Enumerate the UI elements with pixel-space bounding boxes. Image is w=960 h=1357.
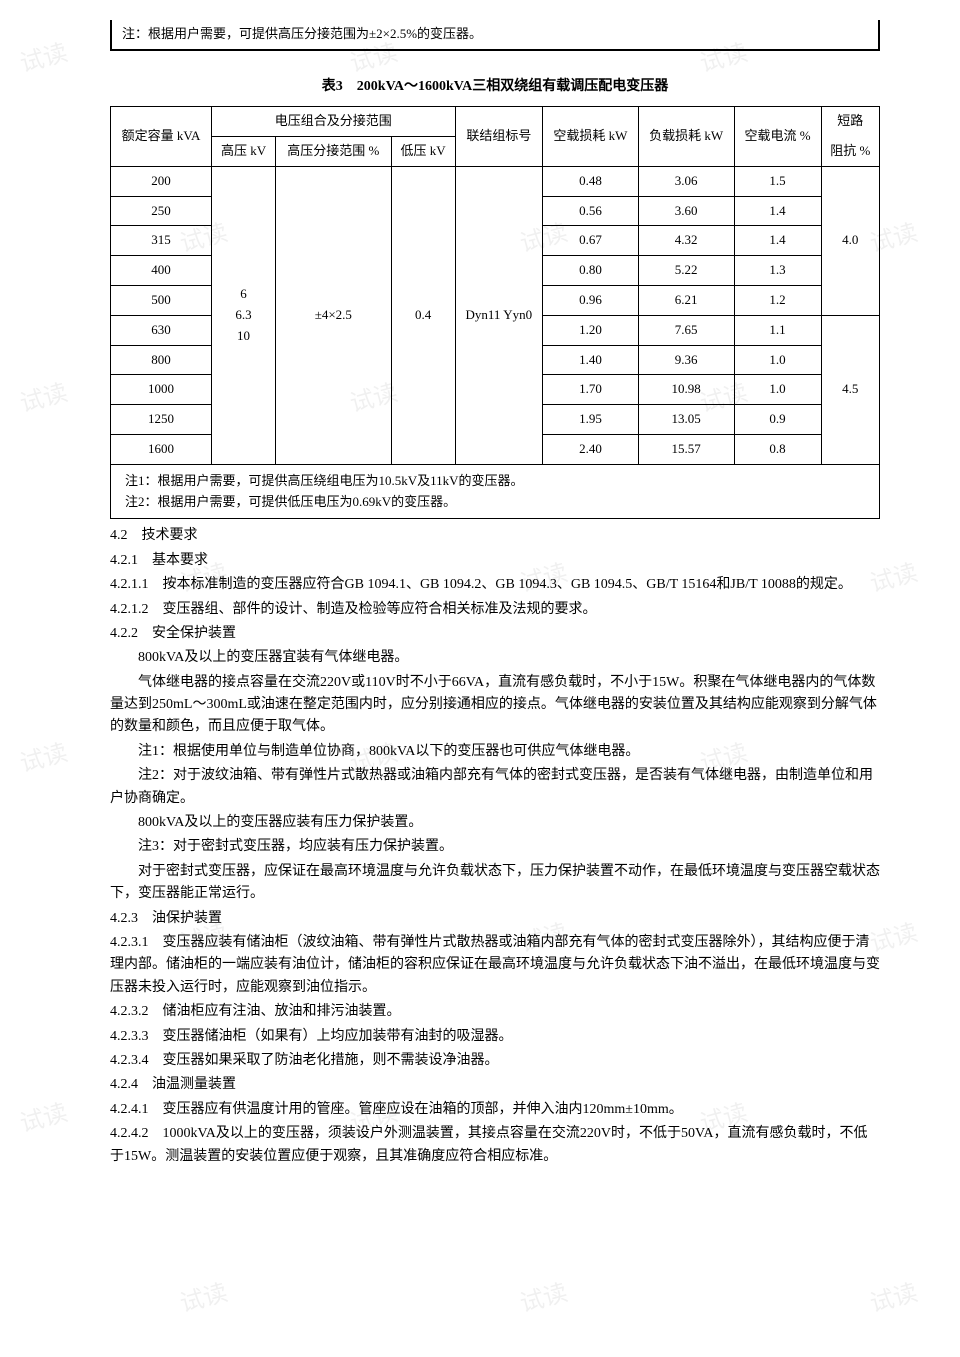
watermark: 试读 xyxy=(866,1274,922,1324)
cell-current: 1.5 xyxy=(734,166,821,196)
para-4-2-4-2: 4.2.4.2 1000kVA及以上的变压器，须装设户外测温装置，其接点容量在交… xyxy=(110,1123,880,1168)
cell-noload: 1.40 xyxy=(543,345,639,375)
heading-4-2-1: 4.2.1 基本要求 xyxy=(110,550,880,572)
para-4-2-3-1: 4.2.3.1 变压器应装有储油柜（波纹油箱、带有弹性片式散热器或油箱内部充有气… xyxy=(110,932,880,999)
cell-tap: ±4×2.5 xyxy=(276,166,392,464)
cell-load: 5.22 xyxy=(638,256,734,286)
th-kva: 额定容量 kVA xyxy=(111,107,212,167)
cell-kva: 1000 xyxy=(111,375,212,405)
th-impedance-bottom: 阻抗 % xyxy=(821,136,879,166)
watermark: 试读 xyxy=(176,1274,232,1324)
watermark: 试读 xyxy=(516,1274,572,1324)
th-lv: 低压 kV xyxy=(391,136,455,166)
watermark: 试读 xyxy=(16,1094,72,1144)
cell-current: 1.3 xyxy=(734,256,821,286)
para-4-2-3-2: 4.2.3.2 储油柜应有注油、放油和排污油装置。 xyxy=(110,1001,880,1023)
cell-current: 1.2 xyxy=(734,285,821,315)
cell-load: 4.32 xyxy=(638,226,734,256)
cell-load: 13.05 xyxy=(638,405,734,435)
para-4-2-3-4: 4.2.3.4 变压器如果采取了防油老化措施，则不需装设净油器。 xyxy=(110,1050,880,1072)
heading-4-2-2: 4.2.2 安全保护装置 xyxy=(110,623,880,645)
table-footnote-1: 注1：根据用户需要，可提供高压绕组电压为10.5kV及11kV的变压器。 xyxy=(125,471,865,492)
cell-kva: 1250 xyxy=(111,405,212,435)
cell-lv: 0.4 xyxy=(391,166,455,464)
th-hv: 高压 kV xyxy=(212,136,276,166)
cell-kva: 315 xyxy=(111,226,212,256)
top-note-box: 注：根据用户需要，可提供高压分接范围为±2×2.5%的变压器。 xyxy=(110,20,880,51)
th-impedance-top: 短路 xyxy=(821,107,879,137)
cell-current: 1.0 xyxy=(734,345,821,375)
th-noload-loss: 空载损耗 kW xyxy=(543,107,639,167)
cell-current: 0.9 xyxy=(734,405,821,435)
cell-current: 1.4 xyxy=(734,196,821,226)
cell-noload: 0.48 xyxy=(543,166,639,196)
cell-hv: 6 6.3 10 xyxy=(212,166,276,464)
cell-noload: 0.80 xyxy=(543,256,639,286)
cell-kva: 250 xyxy=(111,196,212,226)
cell-kva: 200 xyxy=(111,166,212,196)
table-footnote-cell: 注1：根据用户需要，可提供高压绕组电压为10.5kV及11kV的变压器。 注2：… xyxy=(111,464,880,519)
para-4-2-1-1: 4.2.1.1 按本标准制造的变压器应符合GB 1094.1、GB 1094.2… xyxy=(110,574,880,596)
table-footnote-2: 注2：根据用户需要，可提供低压电压为0.69kV的变压器。 xyxy=(125,492,865,513)
cell-noload: 0.96 xyxy=(543,285,639,315)
th-voltage-group: 电压组合及分接范围 xyxy=(212,107,456,137)
cell-noload: 2.40 xyxy=(543,434,639,464)
cell-load: 7.65 xyxy=(638,315,734,345)
cell-noload: 0.56 xyxy=(543,196,639,226)
cell-current: 1.4 xyxy=(734,226,821,256)
cell-current: 1.0 xyxy=(734,375,821,405)
th-conn: 联结组标号 xyxy=(455,107,543,167)
transformer-table: 额定容量 kVA 电压组合及分接范围 联结组标号 空载损耗 kW 负载损耗 kW… xyxy=(110,106,880,519)
cell-kva: 400 xyxy=(111,256,212,286)
cell-current: 0.8 xyxy=(734,434,821,464)
para-4-2-2-d: 对于密封式变压器，应保证在最高环境温度与允许负载状态下，压力保护装置不动作，在最… xyxy=(110,861,880,906)
heading-4-2-3: 4.2.3 油保护装置 xyxy=(110,908,880,930)
cell-load: 6.21 xyxy=(638,285,734,315)
cell-impedance: 4.0 xyxy=(821,166,879,315)
cell-noload: 1.95 xyxy=(543,405,639,435)
para-4-2-2-a: 800kVA及以上的变压器宜装有气体继电器。 xyxy=(110,647,880,669)
cell-noload: 1.20 xyxy=(543,315,639,345)
cell-load: 15.57 xyxy=(638,434,734,464)
cell-kva: 800 xyxy=(111,345,212,375)
th-tap: 高压分接范围 % xyxy=(276,136,392,166)
para-4-2-1-2: 4.2.1.2 变压器组、部件的设计、制造及检验等应符合相关标准及法规的要求。 xyxy=(110,599,880,621)
cell-kva: 500 xyxy=(111,285,212,315)
th-noload-current: 空载电流 % xyxy=(734,107,821,167)
note-2: 注2：对于波纹油箱、带有弹性片式散热器或油箱内部充有气体的密封式变压器，是否装有… xyxy=(110,765,880,810)
heading-4-2: 4.2 技术要求 xyxy=(110,525,880,547)
heading-4-2-4: 4.2.4 油温测量装置 xyxy=(110,1074,880,1096)
cell-load: 3.06 xyxy=(638,166,734,196)
para-4-2-3-3: 4.2.3.3 变压器储油柜（如果有）上均应加装带有油封的吸湿器。 xyxy=(110,1026,880,1048)
cell-impedance: 4.5 xyxy=(821,315,879,464)
table-title: 表3 200kVA～1600kVA三相双绕组有载调压配电变压器 xyxy=(110,76,880,98)
watermark: 试读 xyxy=(16,734,72,784)
cell-load: 3.60 xyxy=(638,196,734,226)
para-4-2-2-b: 气体继电器的接点容量在交流220V或110V时不小于66VA，直流有感负载时，不… xyxy=(110,672,880,739)
top-note-text: 注：根据用户需要，可提供高压分接范围为±2×2.5%的变压器。 xyxy=(122,26,482,41)
cell-conn: Dyn11 Yyn0 xyxy=(455,166,543,464)
cell-current: 1.1 xyxy=(734,315,821,345)
note-1: 注1：根据使用单位与制造单位协商，800kVA以下的变压器也可供应气体继电器。 xyxy=(110,741,880,763)
cell-noload: 1.70 xyxy=(543,375,639,405)
watermark: 试读 xyxy=(16,34,72,84)
th-load-loss: 负载损耗 kW xyxy=(638,107,734,167)
para-4-2-4-1: 4.2.4.1 变压器应有供温度计用的管座。管座应设在油箱的顶部，并伸入油内12… xyxy=(110,1099,880,1121)
para-4-2-2-c: 800kVA及以上的变压器应装有压力保护装置。 xyxy=(110,812,880,834)
watermark: 试读 xyxy=(16,374,72,424)
cell-kva: 630 xyxy=(111,315,212,345)
cell-load: 10.98 xyxy=(638,375,734,405)
cell-noload: 0.67 xyxy=(543,226,639,256)
cell-kva: 1600 xyxy=(111,434,212,464)
table-row: 200 6 6.3 10 ±4×2.5 0.4 Dyn11 Yyn0 0.48 … xyxy=(111,166,880,196)
cell-load: 9.36 xyxy=(638,345,734,375)
note-3: 注3：对于密封式变压器，均应装有压力保护装置。 xyxy=(110,836,880,858)
